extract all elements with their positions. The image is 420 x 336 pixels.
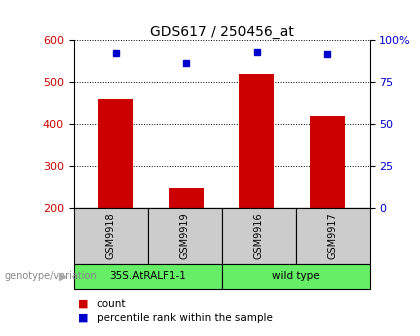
Text: wild type: wild type bbox=[272, 271, 319, 281]
Bar bbox=[222, 208, 296, 264]
Bar bbox=[239, 74, 274, 208]
Text: ■: ■ bbox=[78, 312, 88, 323]
Bar bbox=[74, 264, 222, 289]
Bar bbox=[222, 264, 370, 289]
Text: 35S.AtRALF1-1: 35S.AtRALF1-1 bbox=[109, 271, 186, 281]
Text: genotype/variation: genotype/variation bbox=[4, 271, 97, 281]
Text: GSM9919: GSM9919 bbox=[179, 213, 189, 259]
Text: GSM9917: GSM9917 bbox=[328, 213, 338, 259]
Bar bbox=[310, 116, 345, 208]
Text: count: count bbox=[97, 299, 126, 309]
Bar bbox=[74, 208, 147, 264]
Bar bbox=[169, 188, 204, 208]
Title: GDS617 / 250456_at: GDS617 / 250456_at bbox=[150, 25, 294, 39]
Text: ▶: ▶ bbox=[59, 271, 67, 281]
Bar bbox=[147, 208, 222, 264]
Text: ■: ■ bbox=[78, 299, 88, 309]
Bar bbox=[98, 99, 134, 208]
Text: percentile rank within the sample: percentile rank within the sample bbox=[97, 312, 273, 323]
Text: GSM9916: GSM9916 bbox=[254, 213, 264, 259]
Bar bbox=[296, 208, 370, 264]
Text: GSM9918: GSM9918 bbox=[105, 213, 116, 259]
